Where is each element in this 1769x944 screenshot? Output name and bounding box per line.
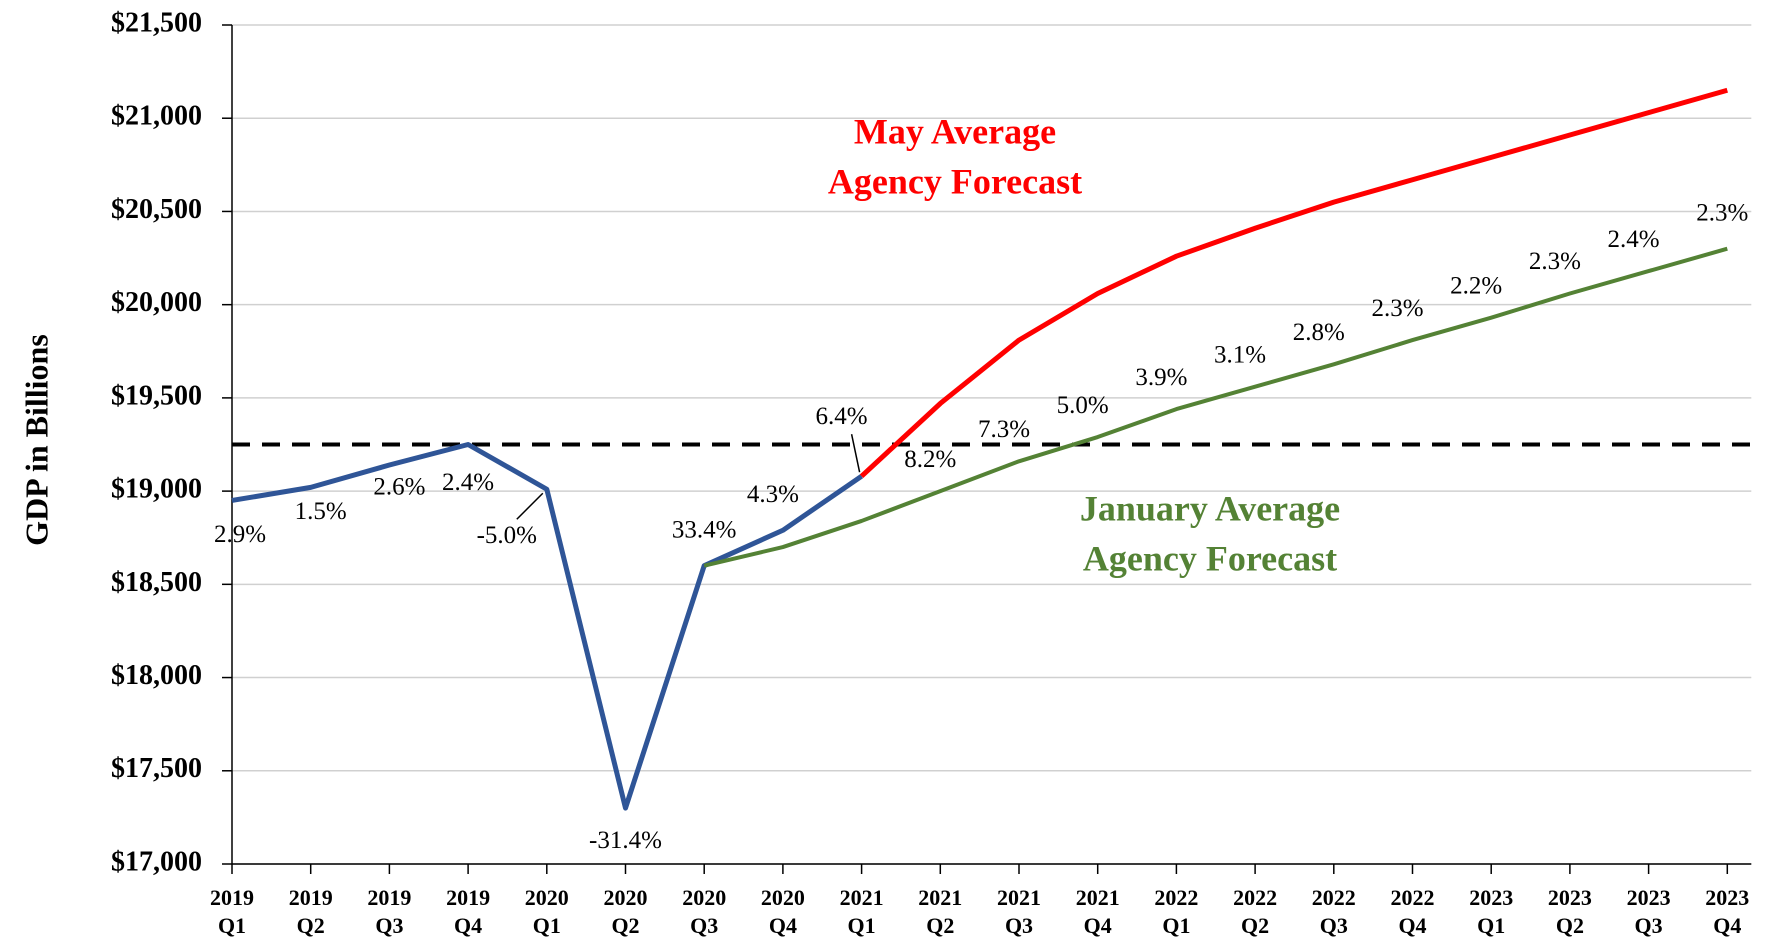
growth-label: 2.9% (214, 521, 266, 548)
annotation: Agency Forecast (828, 161, 1082, 201)
x-tick-label: 2019 (446, 885, 490, 910)
y-tick-label: $21,000 (111, 101, 202, 132)
x-tick-label: 2020 (525, 885, 569, 910)
x-tick-label: 2023 (1705, 885, 1749, 910)
y-tick-label: $18,000 (111, 660, 202, 691)
x-tick-label: 2023 (1548, 885, 1592, 910)
growth-label: 2.4% (1608, 226, 1660, 253)
x-tick-label: Q3 (1005, 913, 1033, 938)
x-tick-label: Q4 (1084, 913, 1112, 938)
x-tick-label: Q4 (1713, 913, 1741, 938)
x-tick-label: 2022 (1154, 885, 1198, 910)
x-tick-label: 2021 (918, 885, 962, 910)
x-tick-label: 2021 (1076, 885, 1120, 910)
x-tick-label: 2020 (682, 885, 726, 910)
x-tick-label: Q2 (926, 913, 954, 938)
growth-label: 1.5% (295, 498, 347, 525)
growth-label: 2.2% (1450, 272, 1502, 299)
growth-label: 33.4% (672, 516, 737, 543)
y-tick-label: $17,000 (111, 846, 202, 877)
x-tick-label: 2019 (210, 885, 254, 910)
x-tick-label: Q1 (218, 913, 246, 938)
growth-label: 2.3% (1371, 295, 1423, 322)
x-tick-label: 2022 (1391, 885, 1435, 910)
growth-label: 5.0% (1057, 392, 1109, 419)
growth-label: 2.4% (442, 469, 494, 496)
growth-label: 2.6% (373, 474, 425, 501)
growth-label: 3.1% (1214, 341, 1266, 368)
x-tick-label: Q2 (297, 913, 325, 938)
x-tick-label: Q4 (1398, 913, 1426, 938)
leader (516, 492, 544, 520)
series-line (859, 87, 1728, 479)
y-tick-label: $21,500 (111, 7, 202, 38)
growth-label: -31.4% (589, 827, 662, 854)
series-line (703, 246, 1728, 568)
leader (850, 434, 861, 473)
annotation: May Average (854, 111, 1056, 151)
x-tick-label: Q1 (1477, 913, 1505, 938)
x-tick-label: 2019 (289, 885, 333, 910)
x-tick-label: Q3 (690, 913, 718, 938)
x-tick-label: Q2 (611, 913, 639, 938)
y-tick-label: $20,500 (111, 194, 202, 225)
x-tick-label: 2021 (997, 885, 1041, 910)
y-tick-label: $19,500 (111, 380, 202, 411)
x-tick-label: Q3 (1635, 913, 1663, 938)
growth-label: 8.2% (904, 446, 956, 473)
x-tick-label: 2020 (604, 885, 648, 910)
y-tick-label: $18,500 (111, 567, 202, 598)
x-tick-label: Q2 (1241, 913, 1269, 938)
x-tick-label: 2022 (1312, 885, 1356, 910)
x-tick-label: 2021 (840, 885, 884, 910)
growth-label: -5.0% (477, 522, 537, 549)
x-tick-label: 2020 (761, 885, 805, 910)
x-tick-label: 2019 (367, 885, 411, 910)
x-tick-label: Q4 (769, 913, 797, 938)
growth-label: 2.8% (1293, 319, 1345, 346)
x-tick-label: Q1 (848, 913, 876, 938)
y-tick-label: $17,500 (111, 753, 202, 784)
growth-label: 7.3% (978, 416, 1030, 443)
y-tick-label: $19,000 (111, 474, 202, 505)
y-tick-label: $20,000 (111, 287, 202, 318)
growth-label: 6.4% (816, 403, 868, 430)
annotation: Agency Forecast (1083, 538, 1337, 578)
growth-label: 2.3% (1696, 199, 1748, 226)
x-tick-label: 2023 (1627, 885, 1671, 910)
y-axis-label: GDP in Billions (18, 334, 54, 546)
x-tick-label: Q4 (454, 913, 482, 938)
x-tick-label: Q1 (533, 913, 561, 938)
growth-label: 3.9% (1135, 364, 1187, 391)
x-tick-label: Q2 (1556, 913, 1584, 938)
series-line (231, 442, 864, 811)
annotation: January Average (1080, 488, 1340, 528)
x-tick-label: Q3 (375, 913, 403, 938)
x-tick-label: Q3 (1320, 913, 1348, 938)
growth-label: 2.3% (1529, 248, 1581, 275)
growth-label: 4.3% (747, 481, 799, 508)
x-tick-label: Q1 (1162, 913, 1190, 938)
x-tick-label: 2023 (1469, 885, 1513, 910)
x-tick-label: 2022 (1233, 885, 1277, 910)
